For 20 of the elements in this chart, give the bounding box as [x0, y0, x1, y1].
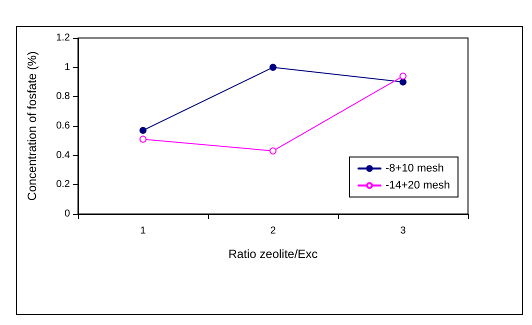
legend-label: -8+10 mesh [385, 162, 444, 174]
point [400, 78, 406, 86]
legend-label: -14+20 mesh [385, 180, 450, 192]
point [140, 126, 146, 134]
point [270, 147, 276, 154]
x-tick-label: 2 [270, 226, 276, 236]
y-tick-label: 1 [64, 62, 70, 73]
point [400, 72, 406, 80]
y-axis-title: Concentration of fosfate (%) [25, 51, 39, 201]
y-tick-label: 0 [64, 208, 70, 220]
y-tick-label: 1.2 [56, 32, 70, 44]
y-tick-label: 0.6 [56, 120, 70, 132]
y-tick-label: 0.4 [56, 150, 70, 161]
y-tick-label: 0.8 [56, 91, 70, 102]
point [270, 64, 276, 71]
y-tick-label: 0.2 [56, 179, 70, 190]
point [140, 136, 146, 143]
x-axis-title: Ratio zeolite/Exc [228, 247, 318, 261]
x-tick-label: 3 [400, 226, 406, 236]
x-tick-label: 1 [140, 226, 146, 236]
